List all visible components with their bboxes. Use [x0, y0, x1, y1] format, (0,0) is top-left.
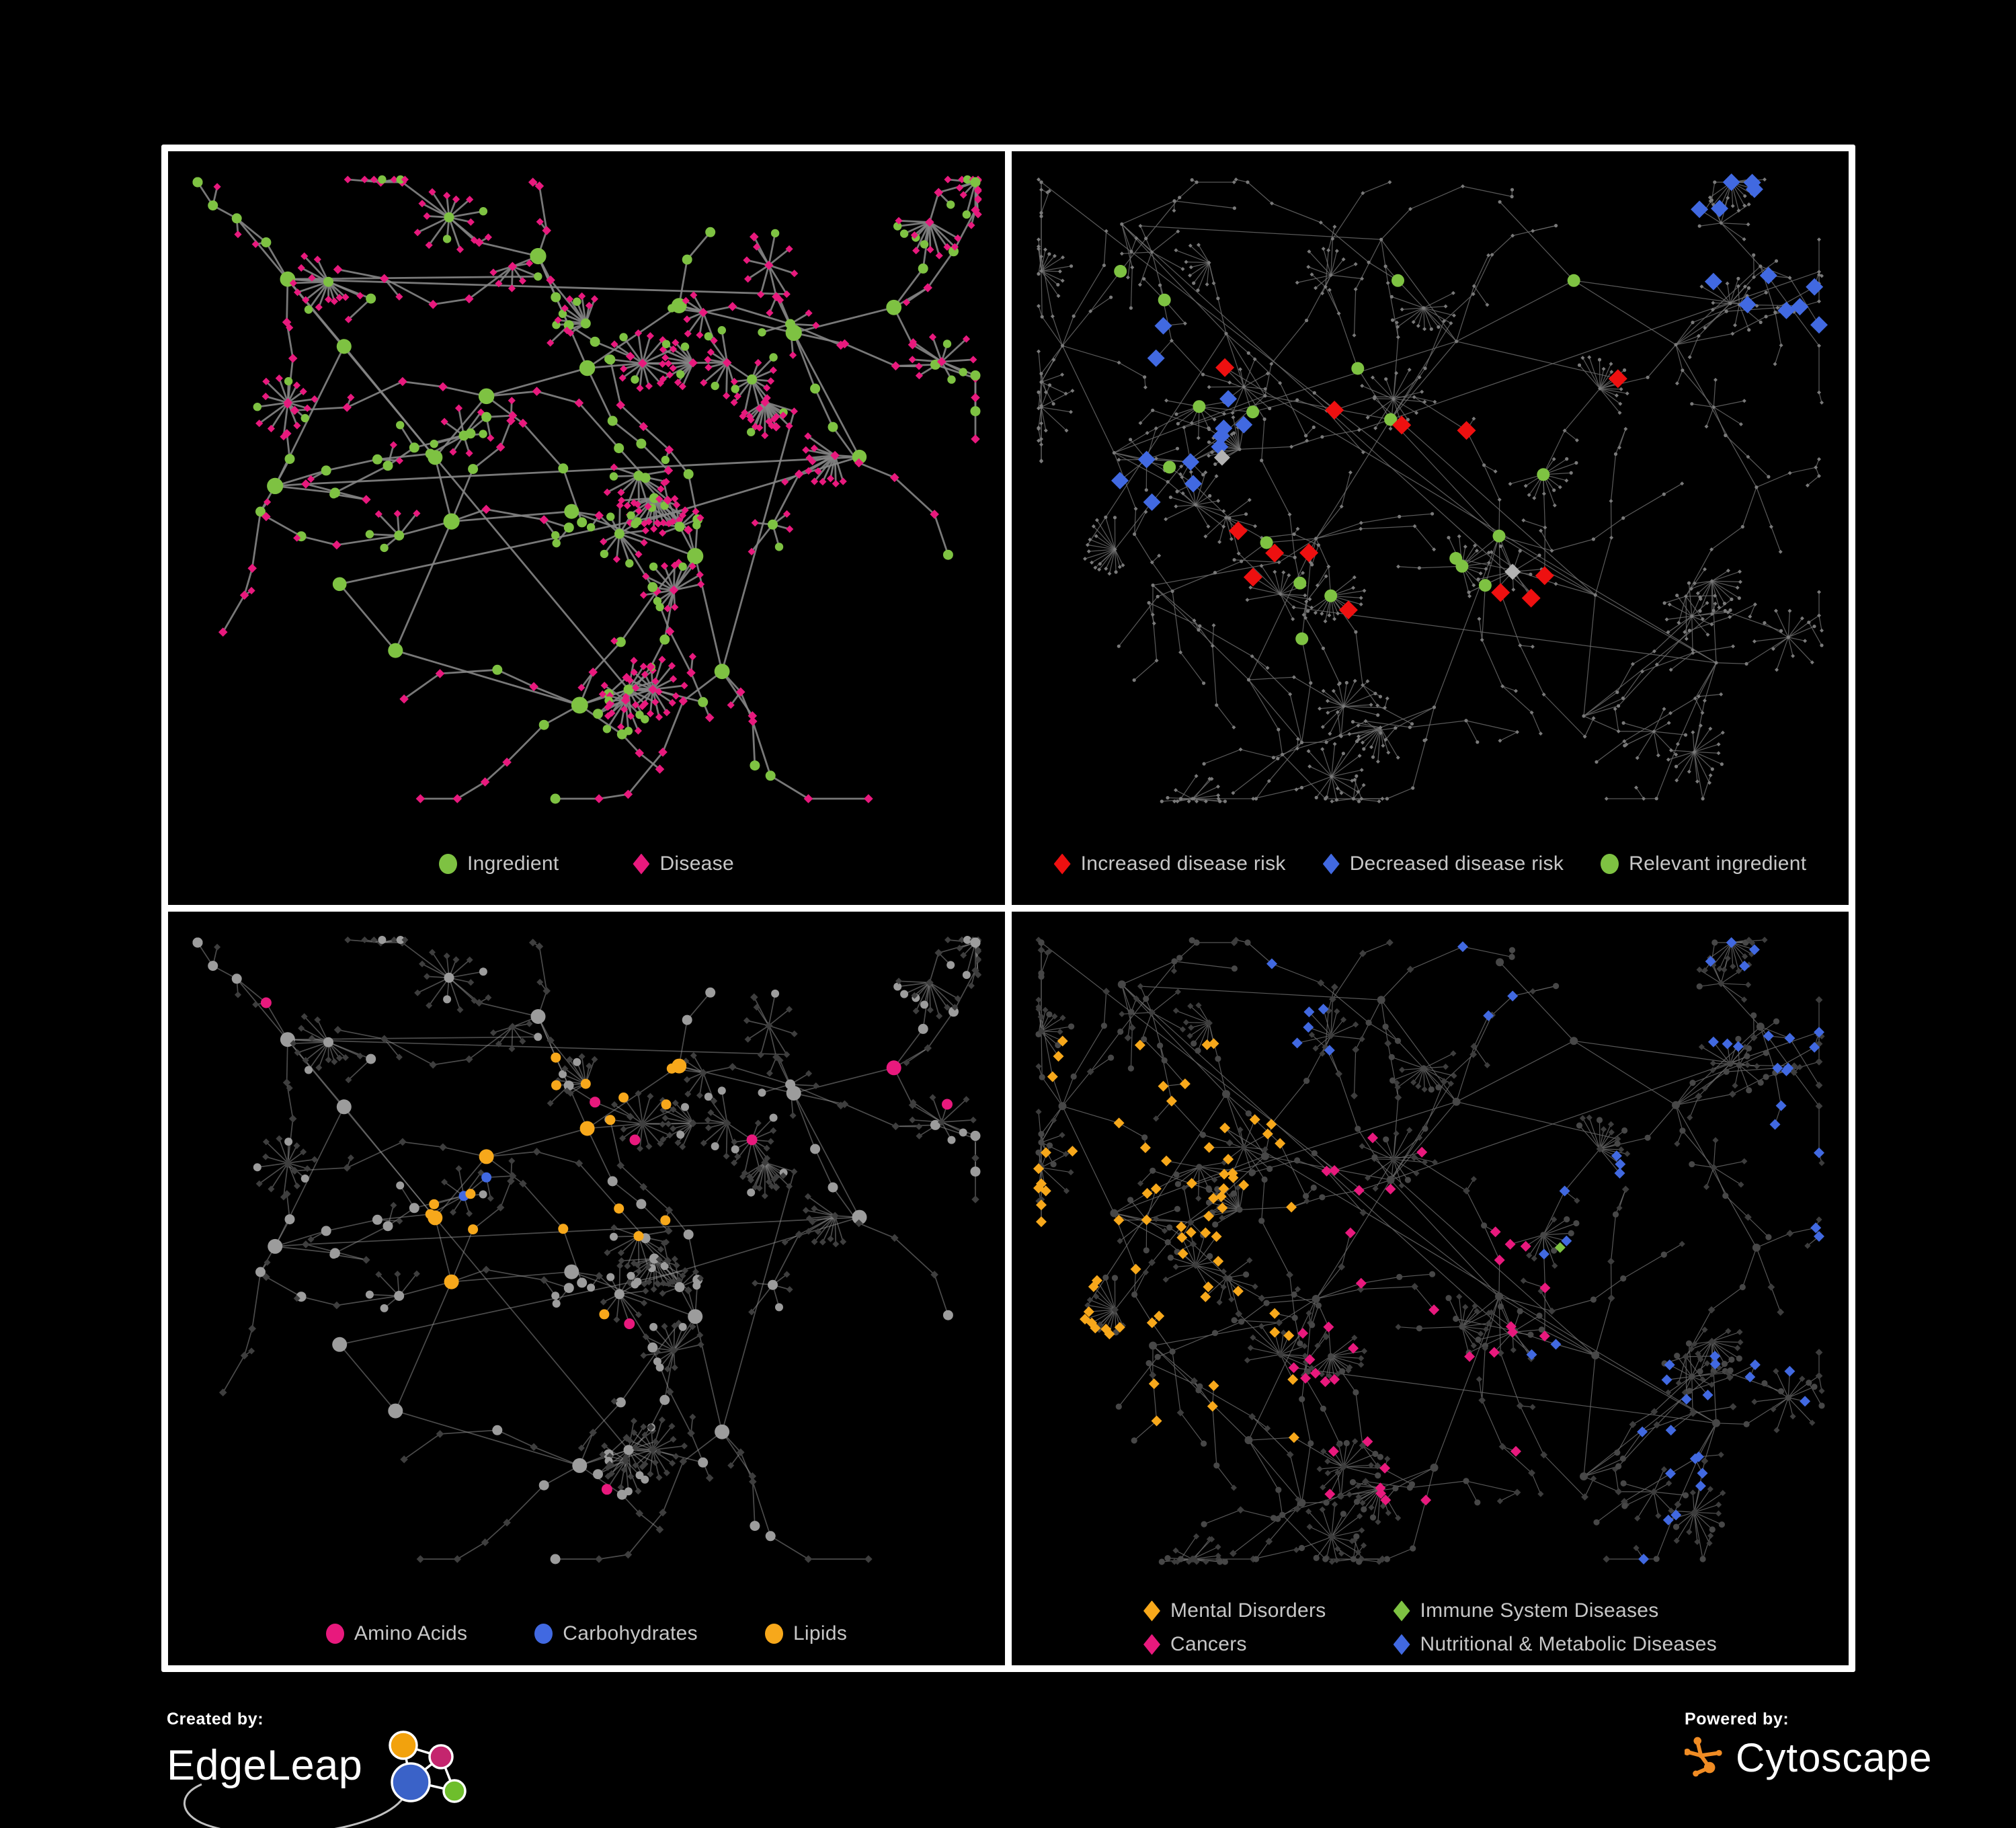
circle-legend-icon [326, 1624, 344, 1644]
edgeleap-logo: EdgeLeap [167, 1732, 489, 1826]
legend-item: Carbohydrates [534, 1622, 698, 1645]
legend-ingredient-disease: Ingredient Disease [168, 852, 1005, 875]
edgeleap-swoosh [184, 1784, 403, 1828]
legend-label: Decreased disease risk [1350, 852, 1564, 875]
network-disease-categories [1012, 912, 1849, 1665]
legend-label: Cancers [1170, 1633, 1247, 1656]
network-ingredient-disease [168, 151, 1005, 905]
circle-legend-icon [439, 854, 457, 874]
legend-label: Disease [659, 852, 733, 875]
panel-disease-risk: Increased disease risk Decreased disease … [1012, 151, 1849, 905]
edgeleap-node-green [444, 1780, 465, 1802]
diamond-legend-icon [1394, 1601, 1410, 1622]
diamond-legend-icon [1394, 1634, 1410, 1655]
diamond-legend-icon [1323, 854, 1340, 875]
cytoscape-wordmark: Cytoscape [1736, 1735, 1932, 1781]
diamond-legend-icon [1054, 854, 1071, 875]
diamond-legend-icon [1143, 1601, 1160, 1622]
cytoscape-logo: Cytoscape [1685, 1735, 1932, 1781]
legend-label: Ingredient [467, 852, 559, 875]
legend-item: Lipids [765, 1622, 847, 1645]
panel-ingredient-disease: Ingredient Disease [168, 151, 1005, 905]
legend-label: Lipids [793, 1622, 847, 1645]
legend-item: Amino Acids [326, 1622, 467, 1645]
legend-item: Mental Disorders [1143, 1599, 1326, 1622]
legend-item: Disease [633, 852, 733, 875]
created-by-block: Created by: EdgeLeap [167, 1710, 489, 1821]
panel-macronutrients: Amino Acids Carbohydrates Lipids [168, 912, 1005, 1665]
legend-label: Mental Disorders [1170, 1599, 1326, 1622]
legend-item: Increased disease risk [1054, 852, 1286, 875]
legend-item: Cancers [1143, 1633, 1326, 1656]
legend-item: Immune System Diseases [1394, 1599, 1717, 1622]
edgeleap-node-orange [390, 1732, 417, 1759]
network-disease-risk [1012, 151, 1849, 905]
legend-macronutrients: Amino Acids Carbohydrates Lipids [168, 1622, 1005, 1645]
powered-by-block: Powered by: Cytoscape [1685, 1710, 1932, 1781]
legend-label: Nutritional & Metabolic Diseases [1420, 1633, 1717, 1656]
network-macronutrients [168, 912, 1005, 1665]
legend-item: Decreased disease risk [1323, 852, 1564, 875]
legend-label: Immune System Diseases [1420, 1599, 1659, 1622]
legend-item: Nutritional & Metabolic Diseases [1394, 1633, 1717, 1656]
circle-legend-icon [534, 1624, 553, 1644]
legend-label: Carbohydrates [563, 1622, 698, 1645]
diamond-legend-icon [633, 854, 649, 875]
panel-grid: Ingredient Disease Increased disease risk… [161, 145, 1855, 1672]
circle-legend-icon [765, 1624, 783, 1644]
diamond-legend-icon [1143, 1634, 1160, 1655]
circle-legend-icon [1601, 854, 1619, 874]
panel-disease-categories: Mental Disorders Immune System Diseases Ca… [1012, 912, 1849, 1665]
legend-disease-categories: Mental Disorders Immune System Diseases Ca… [1012, 1599, 1849, 1656]
legend-label: Increased disease risk [1081, 852, 1286, 875]
legend-label: Relevant ingredient [1629, 852, 1806, 875]
edgeleap-node-magenta [430, 1745, 452, 1768]
powered-by-label: Powered by: [1685, 1710, 1932, 1729]
legend-item: Relevant ingredient [1601, 852, 1806, 875]
edgeleap-node-blue [392, 1763, 430, 1801]
legend-item: Ingredient [439, 852, 559, 875]
edgeleap-wordmark: EdgeLeap [167, 1741, 362, 1790]
legend-label: Amino Acids [354, 1622, 467, 1645]
cytoscape-logo-icon [1685, 1737, 1728, 1780]
legend-disease-risk: Increased disease risk Decreased disease … [1012, 852, 1849, 875]
